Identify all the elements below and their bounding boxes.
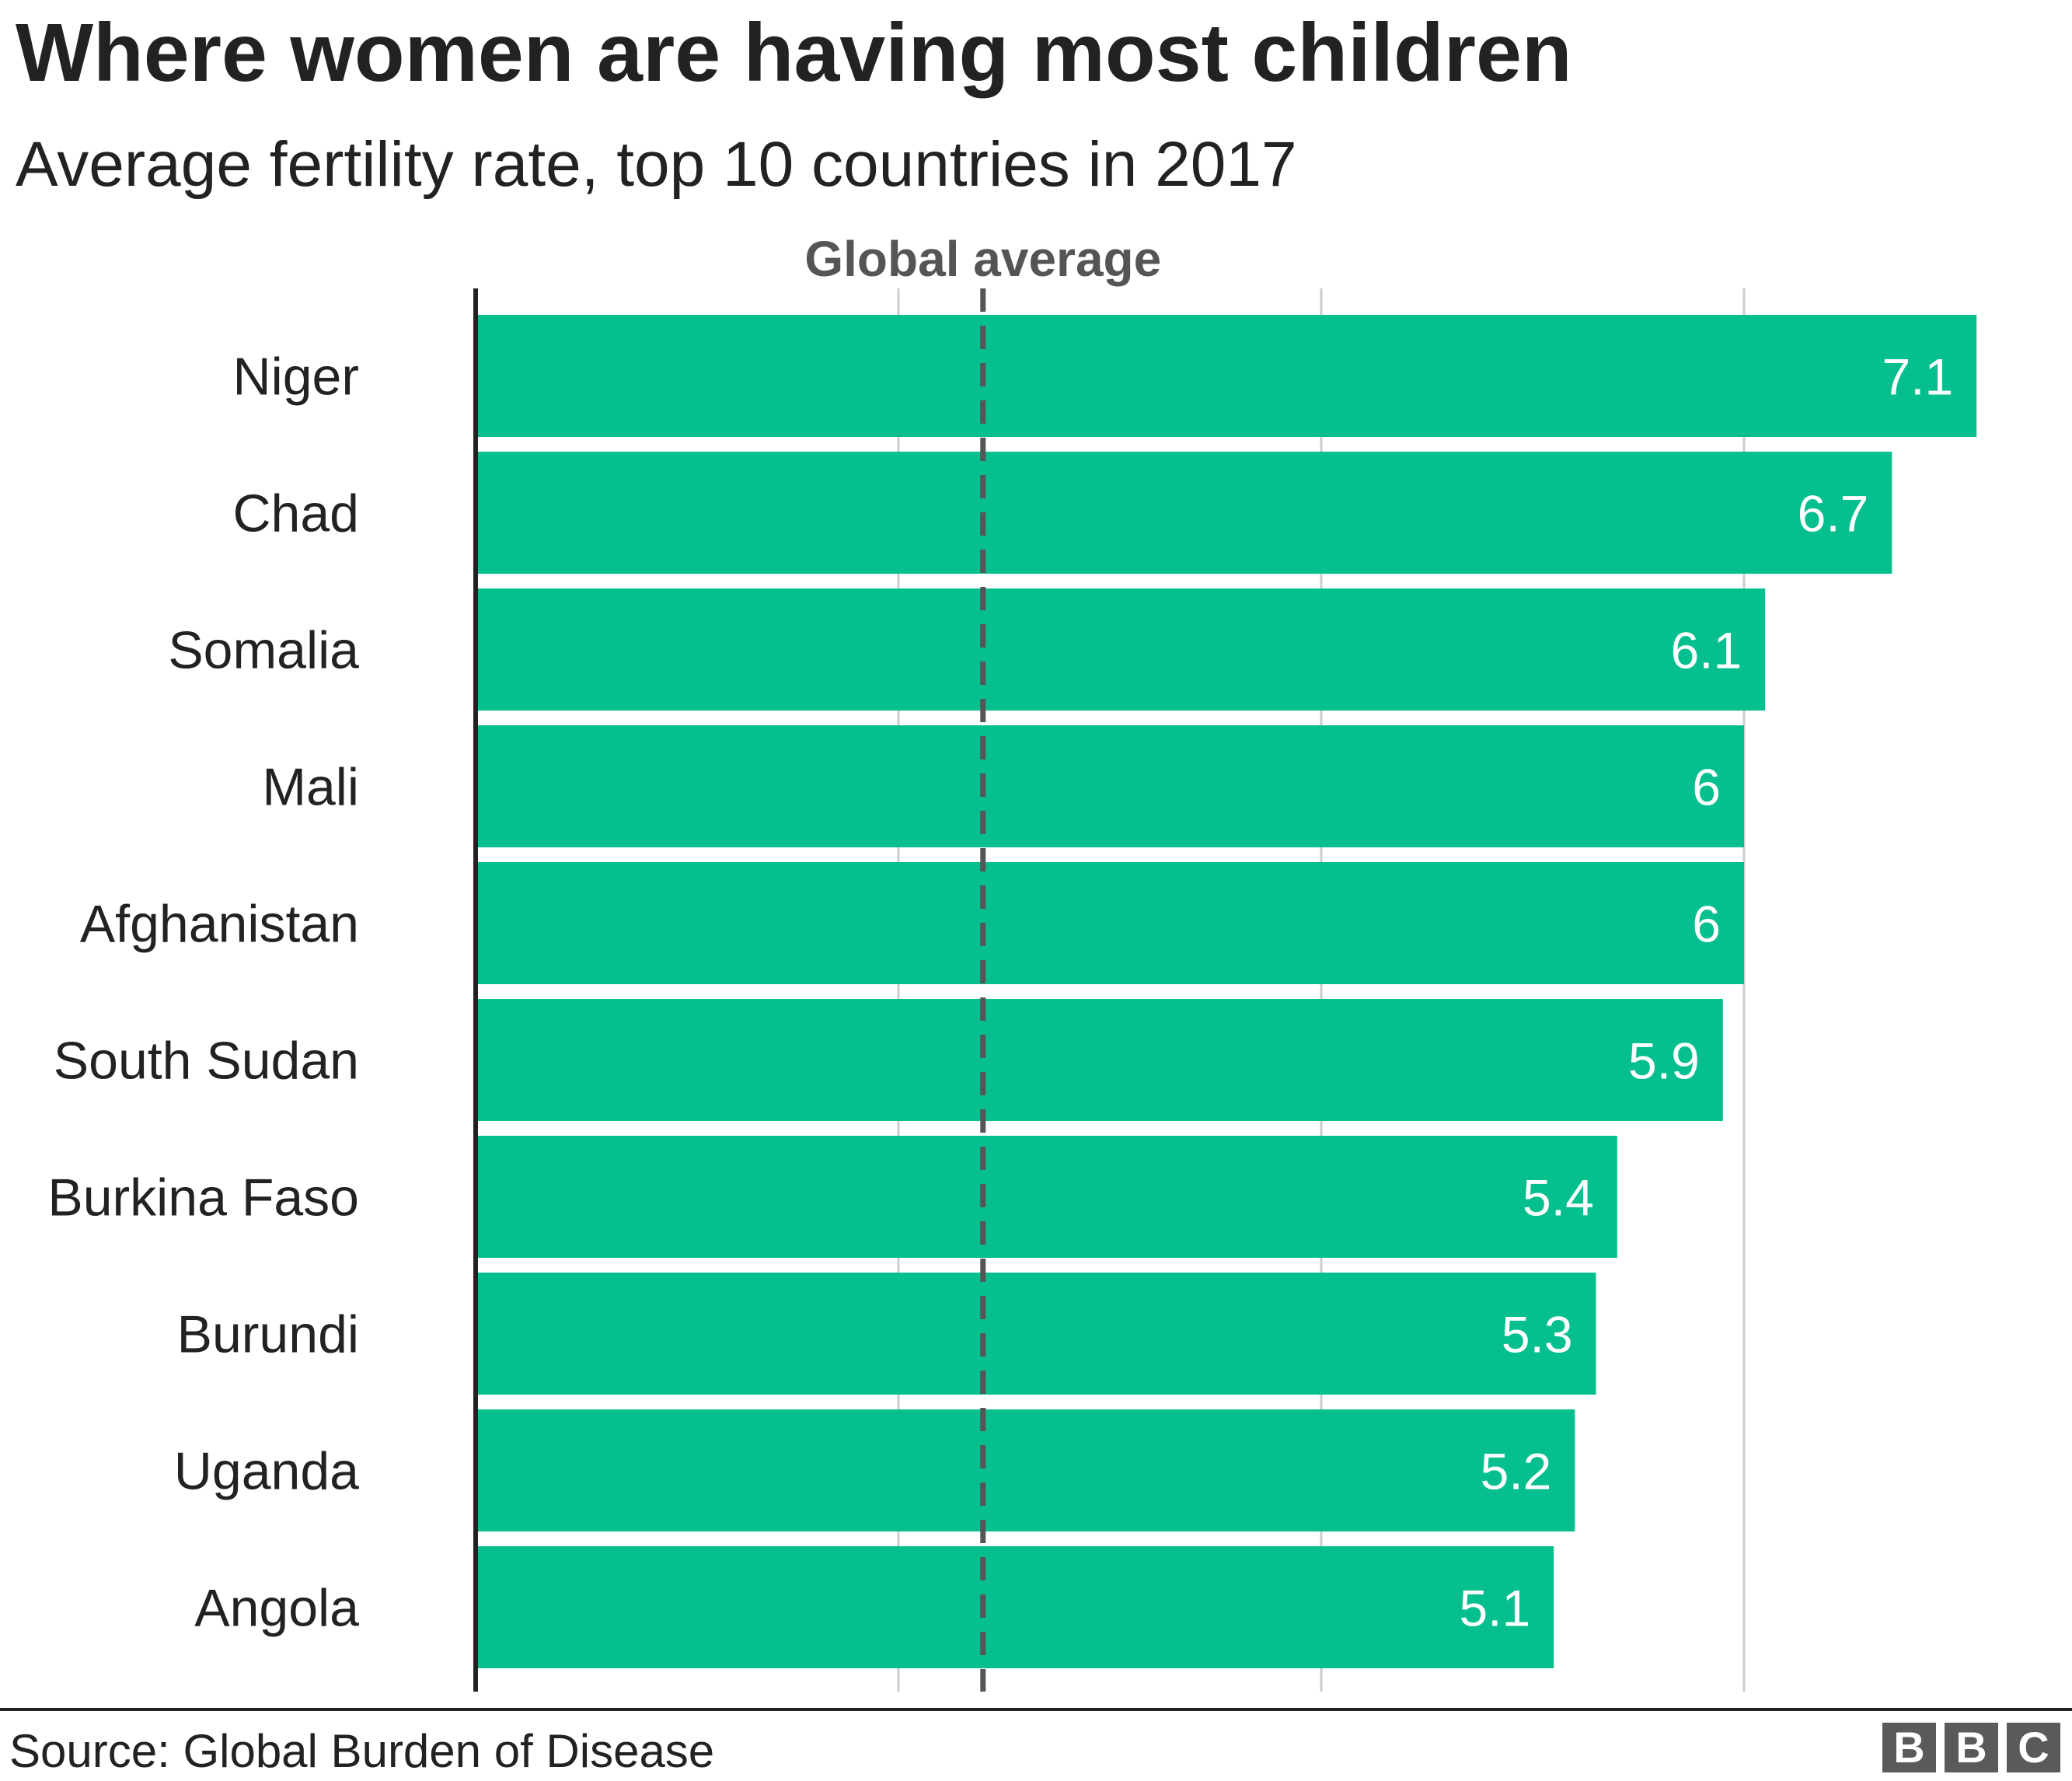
value-label: 5.9: [1628, 1032, 1700, 1090]
value-label: 5.3: [1502, 1306, 1573, 1364]
footer-divider: [0, 1708, 2072, 1711]
bar: [476, 315, 1977, 437]
value-label: 5.2: [1481, 1443, 1552, 1500]
value-label: 5.4: [1523, 1169, 1594, 1227]
bbc-logo: B B C: [1882, 1723, 2060, 1772]
bar: [476, 452, 1892, 574]
category-label: Angola: [194, 1579, 359, 1638]
bar: [476, 1136, 1617, 1258]
source-note: Source: Global Burden of Disease: [9, 1725, 715, 1777]
category-label: South Sudan: [54, 1032, 359, 1091]
value-label: 6.1: [1670, 622, 1742, 679]
category-label: Somalia: [168, 621, 359, 680]
value-label: 6.7: [1798, 485, 1869, 543]
logo-letter: B: [1945, 1723, 1998, 1772]
value-label: 7.1: [1882, 348, 1953, 406]
bar: [476, 1546, 1554, 1668]
bar-chart: Niger 7.1 Chad 6.7 Somalia 6.1 Mali 6 Afghanista…: [47, 231, 1977, 1692]
logo-letter: B: [1882, 1723, 1936, 1772]
category-label: Uganda: [174, 1442, 359, 1501]
category-label: Burundi: [177, 1305, 359, 1364]
value-label: 5.1: [1459, 1580, 1530, 1637]
category-label: Mali: [262, 758, 359, 817]
category-label: Afghanistan: [80, 895, 359, 954]
category-label: Chad: [232, 484, 359, 543]
category-label: Burkina Faso: [47, 1168, 359, 1227]
bar: [476, 588, 1766, 711]
bar: [476, 1409, 1575, 1531]
chart-subtitle: Average fertility rate, top 10 countries…: [16, 129, 1297, 200]
bar: [476, 862, 1744, 984]
bar: [476, 1273, 1596, 1395]
bar: [476, 999, 1723, 1121]
logo-letter: C: [2007, 1723, 2060, 1772]
bar: [476, 725, 1744, 847]
global-average-label: Global average: [804, 231, 1161, 287]
chart-title: Where women are having most children: [16, 7, 1572, 99]
value-label: 6: [1692, 896, 1721, 953]
category-label: Niger: [233, 347, 360, 407]
value-label: 6: [1692, 759, 1721, 816]
